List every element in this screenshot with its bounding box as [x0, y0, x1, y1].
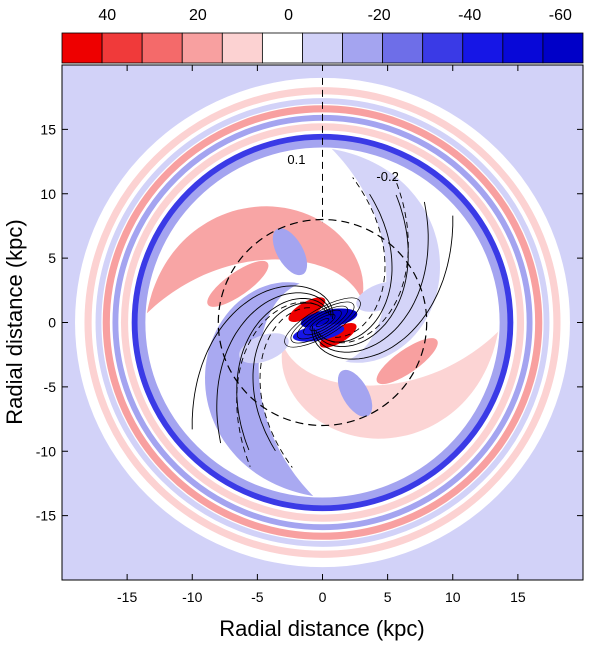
spiral-arm — [146, 206, 364, 314]
y-tick-label: 15 — [40, 121, 56, 137]
solid-contour — [315, 194, 409, 348]
solid-contour — [191, 285, 334, 430]
solid-contour — [252, 302, 328, 452]
contour-labels: 0.1 -0.2 — [287, 152, 398, 184]
y-tick-label: 0 — [48, 315, 56, 331]
colorbar-tick-label: 0 — [284, 7, 293, 24]
core-contour — [284, 297, 361, 348]
core-contour — [290, 301, 355, 344]
solid-contour — [311, 215, 454, 360]
velocity-blob — [272, 228, 308, 276]
colorbar-swatch — [221, 32, 263, 64]
plot-content — [62, 65, 583, 580]
colorbar-swatch — [181, 32, 223, 64]
contour-label: 0.1 — [287, 152, 305, 167]
core-contour — [296, 305, 349, 340]
y-tick-label: 5 — [48, 250, 56, 266]
colorbar-tick-label: 40 — [98, 7, 116, 24]
x-axis-label: Radial distance (kpc) — [219, 616, 424, 641]
velocity-blob — [239, 333, 289, 364]
core-lobe — [319, 322, 357, 348]
dashed-contour — [236, 301, 316, 467]
core-lobe — [288, 297, 326, 323]
colorbar-swatch — [101, 32, 143, 64]
spiral-arm — [281, 331, 499, 439]
solid-contour — [313, 201, 429, 353]
y-tick-label: -15 — [36, 508, 56, 524]
colorbar-swatch — [542, 32, 584, 64]
colorbar-swatch — [462, 32, 504, 64]
contour-label: -0.2 — [376, 169, 398, 184]
axis-ticks — [62, 65, 583, 580]
solid-contour — [216, 292, 332, 444]
colorbar-tick-label: -40 — [458, 7, 481, 24]
spiral-arms — [146, 148, 499, 497]
colorbar-swatch — [342, 32, 384, 64]
dashed-contour — [329, 178, 409, 344]
colorbar-tick-label: -20 — [368, 7, 391, 24]
colorbar-swatch — [61, 32, 103, 64]
colorbar — [61, 32, 584, 64]
y-tick-label: -10 — [36, 443, 56, 459]
x-tick-label: -10 — [182, 589, 202, 605]
colorbar-tick-label: 20 — [189, 7, 207, 24]
axis-tick-labels: -15 -10 -5 0 5 10 15 15 10 5 0 -5 -10 -15 — [36, 121, 526, 605]
core-contour — [315, 318, 330, 327]
x-tick-label: 5 — [384, 589, 392, 605]
x-tick-label: 10 — [445, 589, 461, 605]
velocity-ring — [131, 133, 514, 512]
dashed-contour — [259, 307, 310, 468]
dashed-circle — [217, 218, 428, 427]
spiral-arm — [205, 282, 314, 497]
colorbar-swatch — [422, 32, 464, 64]
colorbar-swatch — [261, 32, 303, 64]
colorbar-swatch — [382, 32, 424, 64]
solid-contour — [317, 193, 393, 343]
x-tick-label: 15 — [510, 589, 526, 605]
colorbar-swatch — [502, 32, 544, 64]
core-contour — [303, 309, 342, 336]
dashed-contour — [335, 177, 386, 338]
solid-contour — [236, 297, 330, 451]
x-tick-label: -5 — [251, 589, 264, 605]
y-tick-label: -5 — [44, 379, 57, 395]
colorbar-labels: 40 20 0 -20 -40 -60 — [98, 7, 572, 24]
velocity-blob — [356, 281, 406, 312]
velocity-blob — [337, 369, 373, 417]
x-tick-label: 0 — [319, 589, 327, 605]
colorbar-tick-label: -60 — [549, 7, 572, 24]
colorbar-swatch — [302, 32, 343, 64]
y-axis-label: Radial distance (kpc) — [2, 219, 27, 424]
velocity-ring — [95, 98, 550, 547]
x-tick-label: -15 — [117, 589, 137, 605]
contour-lines — [191, 77, 454, 468]
core-contour — [309, 313, 336, 332]
y-tick-label: 10 — [40, 186, 56, 202]
spiral-arm — [331, 148, 440, 363]
colorbar-swatch — [141, 32, 183, 64]
